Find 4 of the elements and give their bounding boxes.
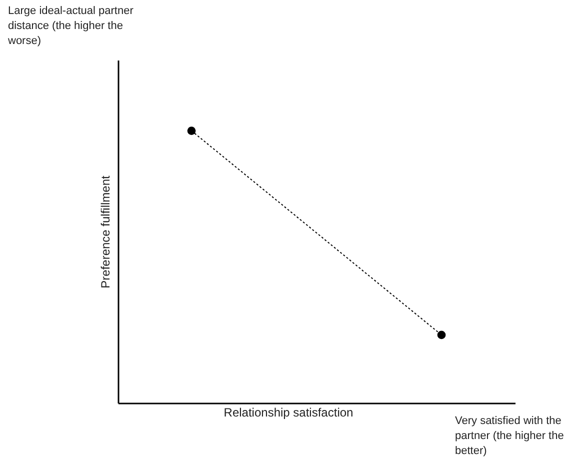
text: Large ideal-actual partner distance (the higher the worse): [8, 4, 134, 49]
x-axis-title: Relationship satisfaction: [224, 406, 354, 420]
y-axis-title: Preference fulfillment: [98, 174, 112, 288]
text: Very satisfied with the partner (the higher the better): [455, 414, 565, 459]
